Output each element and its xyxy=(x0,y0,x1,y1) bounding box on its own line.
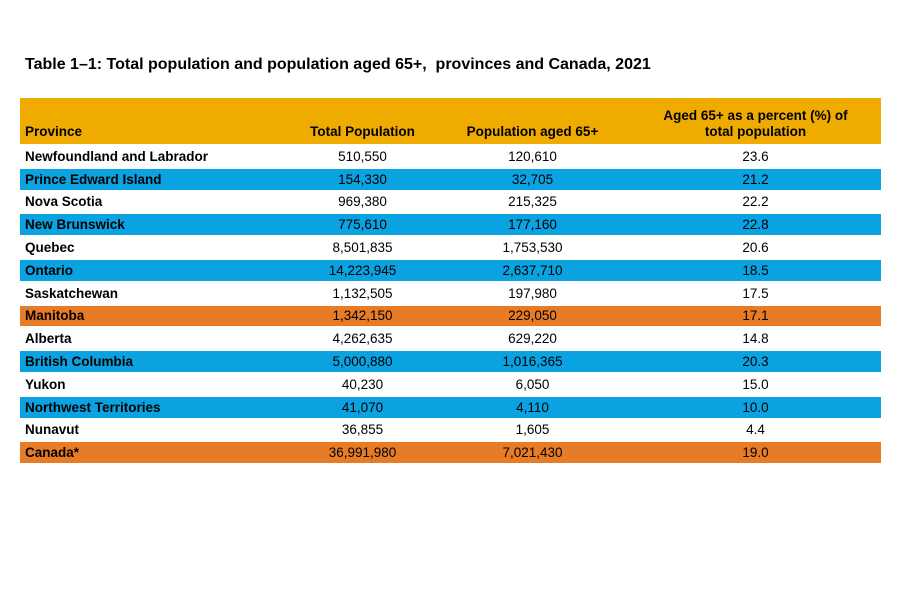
cell-pct-65plus: 17.1 xyxy=(630,304,881,329)
cell-province: Nunavut xyxy=(20,418,290,443)
table-row: Nova Scotia 969,380 215,325 22.2 xyxy=(20,190,881,215)
cell-total-population: 36,855 xyxy=(290,418,435,443)
cell-total-population: 1,342,150 xyxy=(290,304,435,329)
cell-population-65plus: 4,110 xyxy=(435,395,630,420)
cell-population-65plus: 177,160 xyxy=(435,213,630,238)
cell-total-population: 969,380 xyxy=(290,190,435,215)
cell-province: Saskatchewan xyxy=(20,281,290,306)
cell-pct-65plus: 15.0 xyxy=(630,372,881,397)
cell-province: Newfoundland and Labrador xyxy=(20,145,290,169)
cell-total-population: 4,262,635 xyxy=(290,327,435,352)
cell-province: Canada* xyxy=(20,441,290,466)
table-row: Saskatchewan 1,132,505 197,980 17.5 xyxy=(20,281,881,306)
cell-total-population: 14,223,945 xyxy=(290,258,435,283)
cell-province: Prince Edward Island xyxy=(20,167,290,192)
cell-pct-65plus: 20.6 xyxy=(630,236,881,260)
table-header-row: Province Total Population Population age… xyxy=(20,98,881,146)
cell-pct-65plus: 17.5 xyxy=(630,281,881,306)
cell-pct-65plus: 21.2 xyxy=(630,167,881,192)
column-header-total-population: Total Population xyxy=(290,98,435,146)
cell-total-population: 510,550 xyxy=(290,145,435,169)
cell-province: Northwest Territories xyxy=(20,395,290,420)
cell-population-65plus: 7,021,430 xyxy=(435,441,630,466)
cell-population-65plus: 629,220 xyxy=(435,327,630,352)
cell-total-population: 5,000,880 xyxy=(290,350,435,374)
cell-province: New Brunswick xyxy=(20,213,290,238)
table-row: Quebec 8,501,835 1,753,530 20.6 xyxy=(20,236,881,260)
cell-pct-65plus: 4.4 xyxy=(630,418,881,443)
table-title: Table 1–1: Total population and populati… xyxy=(25,56,651,73)
cell-pct-65plus: 10.0 xyxy=(630,395,881,420)
data-table: Province Total Population Population age… xyxy=(20,98,881,466)
cell-total-population: 8,501,835 xyxy=(290,236,435,260)
cell-total-population: 40,230 xyxy=(290,372,435,397)
cell-population-65plus: 1,753,530 xyxy=(435,236,630,260)
table-body: Newfoundland and Labrador 510,550 120,610 2… xyxy=(20,145,881,466)
cell-population-65plus: 32,705 xyxy=(435,167,630,192)
cell-province: Manitoba xyxy=(20,304,290,329)
table-row: New Brunswick 775,610 177,160 22.8 xyxy=(20,213,881,238)
table-row: Yukon 40,230 6,050 15.0 xyxy=(20,372,881,397)
cell-province: Ontario xyxy=(20,258,290,283)
table-row: British Columbia 5,000,880 1,016,365 20.3 xyxy=(20,350,881,374)
cell-population-65plus: 120,610 xyxy=(435,145,630,169)
cell-total-population: 1,132,505 xyxy=(290,281,435,306)
table-header: Province Total Population Population age… xyxy=(20,98,881,146)
cell-total-population: 41,070 xyxy=(290,395,435,420)
cell-pct-65plus: 23.6 xyxy=(630,145,881,169)
cell-pct-65plus: 20.3 xyxy=(630,350,881,374)
cell-province: Nova Scotia xyxy=(20,190,290,215)
cell-population-65plus: 2,637,710 xyxy=(435,258,630,283)
cell-province: Quebec xyxy=(20,236,290,260)
table-row: Nunavut 36,855 1,605 4.4 xyxy=(20,418,881,443)
cell-pct-65plus: 19.0 xyxy=(630,441,881,466)
cell-pct-65plus: 22.2 xyxy=(630,190,881,215)
column-header-pct-65plus: Aged 65+ as a percent (%) of total popul… xyxy=(630,98,881,146)
table-row: Manitoba 1,342,150 229,050 17.1 xyxy=(20,304,881,329)
cell-province: Alberta xyxy=(20,327,290,352)
cell-pct-65plus: 22.8 xyxy=(630,213,881,238)
cell-population-65plus: 229,050 xyxy=(435,304,630,329)
cell-total-population: 36,991,980 xyxy=(290,441,435,466)
cell-total-population: 154,330 xyxy=(290,167,435,192)
cell-pct-65plus: 14.8 xyxy=(630,327,881,352)
table-row: Newfoundland and Labrador 510,550 120,610 2… xyxy=(20,145,881,169)
column-header-province: Province xyxy=(20,98,290,146)
cell-total-population: 775,610 xyxy=(290,213,435,238)
table-row: Ontario 14,223,945 2,637,710 18.5 xyxy=(20,258,881,283)
cell-province: British Columbia xyxy=(20,350,290,374)
cell-population-65plus: 1,605 xyxy=(435,418,630,443)
table-row: Northwest Territories 41,070 4,110 10.0 xyxy=(20,395,881,420)
cell-pct-65plus: 18.5 xyxy=(630,258,881,283)
column-header-population-aged-65plus: Population aged 65+ xyxy=(435,98,630,146)
cell-population-65plus: 6,050 xyxy=(435,372,630,397)
cell-population-65plus: 1,016,365 xyxy=(435,350,630,374)
table-row: Canada* 36,991,980 7,021,430 19.0 xyxy=(20,441,881,466)
cell-population-65plus: 215,325 xyxy=(435,190,630,215)
table-row: Prince Edward Island 154,330 32,705 21.2 xyxy=(20,167,881,192)
cell-population-65plus: 197,980 xyxy=(435,281,630,306)
table-row: Alberta 4,262,635 629,220 14.8 xyxy=(20,327,881,352)
cell-province: Yukon xyxy=(20,372,290,397)
